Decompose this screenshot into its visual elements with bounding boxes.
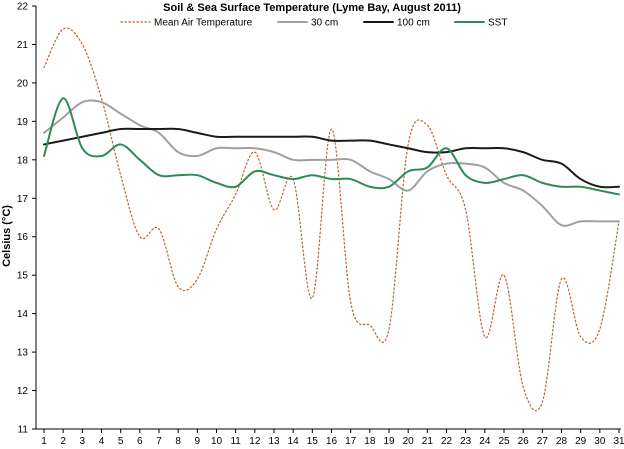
y-tick-label: 13 bbox=[17, 348, 29, 359]
x-tick-label: 28 bbox=[556, 436, 568, 447]
x-tick-label: 26 bbox=[518, 436, 530, 447]
x-tick-label: 1 bbox=[41, 436, 47, 447]
x-tick-label: 27 bbox=[537, 436, 549, 447]
x-tick-label: 7 bbox=[156, 436, 162, 447]
x-tick-label: 12 bbox=[249, 436, 261, 447]
x-tick-label: 5 bbox=[118, 436, 124, 447]
y-tick-label: 22 bbox=[17, 2, 29, 13]
x-tick-label: 18 bbox=[364, 436, 376, 447]
legend-label-100-cm: 100 cm bbox=[397, 18, 430, 29]
y-tick-label: 14 bbox=[17, 309, 29, 320]
y-tick-label: 12 bbox=[17, 386, 29, 397]
legend-label-30-cm: 30 cm bbox=[311, 18, 338, 29]
axes bbox=[32, 5, 621, 433]
series-line-mean-air-temperature bbox=[43, 27, 620, 412]
x-tick-label: 8 bbox=[175, 436, 181, 447]
series-lines bbox=[43, 27, 620, 412]
x-tick-label: 4 bbox=[99, 436, 105, 447]
x-tick-label: 19 bbox=[383, 436, 395, 447]
x-tick-label: 31 bbox=[613, 436, 624, 447]
legend-label-mean-air-temperature: Mean Air Temperature bbox=[154, 18, 253, 29]
x-tick-label: 10 bbox=[211, 436, 223, 447]
y-tick-label: 15 bbox=[17, 271, 29, 282]
x-tick-label: 25 bbox=[498, 436, 510, 447]
x-tick-label: 2 bbox=[60, 436, 66, 447]
chart-title: Soil & Sea Surface Temperature (Lyme Bay… bbox=[163, 2, 461, 14]
y-tick-label: 18 bbox=[17, 155, 29, 166]
y-tick-label: 19 bbox=[17, 117, 29, 128]
series-line-100-cm bbox=[43, 127, 620, 189]
legend: Mean Air Temperature 30 cm 100 cm SST bbox=[120, 18, 507, 29]
x-tick-label: 24 bbox=[479, 436, 491, 447]
x-tick-label: 17 bbox=[345, 436, 357, 447]
y-tick-label: 17 bbox=[17, 194, 29, 205]
x-tick-label: 29 bbox=[575, 436, 587, 447]
x-tick-label: 22 bbox=[441, 436, 453, 447]
y-tick-label: 20 bbox=[17, 78, 29, 89]
series-line-sst bbox=[43, 97, 620, 196]
x-tick-label: 20 bbox=[403, 436, 415, 447]
y-tick-label: 21 bbox=[17, 40, 29, 51]
x-tick-label: 23 bbox=[460, 436, 472, 447]
series-line-30-cm bbox=[43, 99, 620, 227]
x-tick-label: 15 bbox=[307, 436, 319, 447]
x-tick-label: 16 bbox=[326, 436, 338, 447]
x-tick-label: 11 bbox=[230, 436, 241, 447]
y-tick-label: 16 bbox=[17, 232, 29, 243]
x-tick-label: 9 bbox=[195, 436, 201, 447]
x-tick-label: 6 bbox=[137, 436, 143, 447]
x-tick-label: 14 bbox=[288, 436, 300, 447]
x-tick-label: 21 bbox=[422, 436, 434, 447]
y-axis-label: Celsius (°C) bbox=[1, 205, 13, 267]
x-tick-label: 3 bbox=[80, 436, 86, 447]
legend-label-sst: SST bbox=[488, 18, 507, 29]
y-tick-label: 11 bbox=[18, 425, 29, 436]
x-tick-label: 13 bbox=[268, 436, 280, 447]
x-tick-label: 30 bbox=[594, 436, 606, 447]
